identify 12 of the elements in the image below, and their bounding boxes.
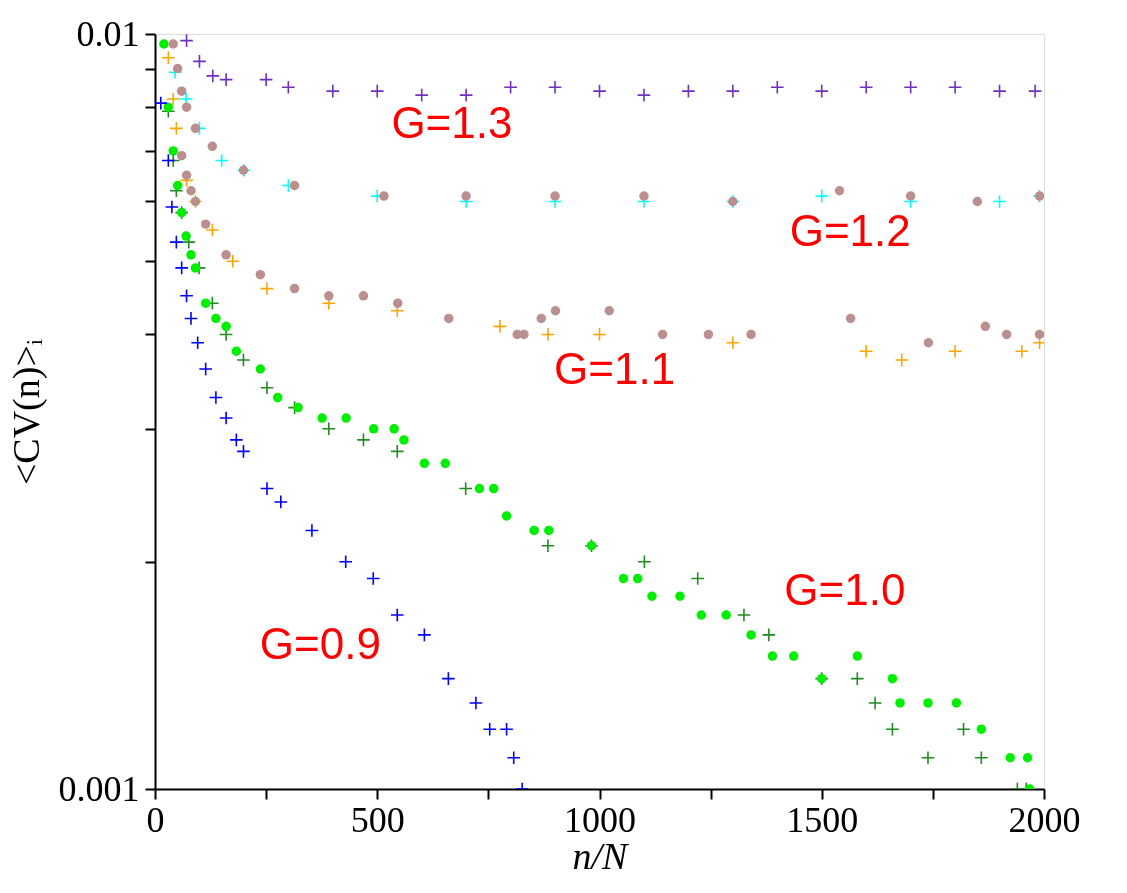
annotation: G=1.2 [789, 206, 911, 256]
annotation: G=0.9 [259, 618, 381, 668]
annotation: G=1.1 [554, 343, 676, 393]
annotation: G=1.0 [784, 564, 906, 614]
y-axis-title: <CV(n)>ᵢ [4, 338, 48, 486]
x-tick-label: 0 [146, 799, 165, 840]
x-tick-label: 2000 [1008, 799, 1081, 840]
y-tick-label: 0.01 [76, 13, 140, 54]
y-tick-label: 0.001 [58, 768, 140, 809]
x-tick-label: 1500 [786, 799, 859, 840]
annotation: G=1.3 [391, 98, 513, 148]
x-tick-label: 500 [350, 799, 405, 840]
